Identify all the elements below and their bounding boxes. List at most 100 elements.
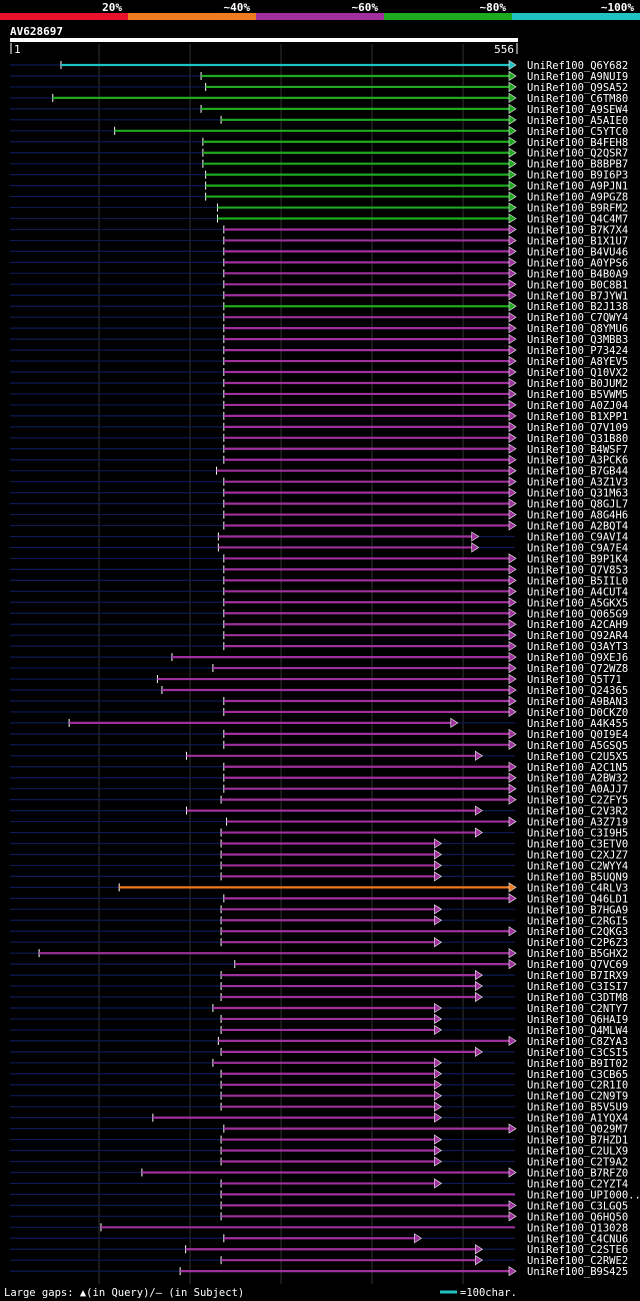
hit-label[interactable]: UniRef100_Q0I9E4 xyxy=(527,729,628,741)
hit-label[interactable]: UniRef100_A0YPS6 xyxy=(527,257,628,269)
hit-label[interactable]: UniRef100_B7K7X4 xyxy=(527,224,628,236)
hit-label[interactable]: UniRef100_C2RGI5 xyxy=(527,915,628,927)
hit-row[interactable]: UniRef100_B9I6P3 xyxy=(10,169,628,182)
hit-row[interactable]: UniRef100_UPI000.. xyxy=(10,1189,640,1201)
hit-label[interactable]: UniRef100_Q7V109 xyxy=(527,422,628,434)
hit-label[interactable]: UniRef100_B9IT02 xyxy=(527,1058,628,1070)
hit-row[interactable]: UniRef100_C3LGQ5 xyxy=(10,1200,628,1212)
hit-label[interactable]: UniRef100_A9PGZ8 xyxy=(527,192,628,204)
hit-row[interactable]: UniRef100_Q8YMU6 xyxy=(10,323,628,335)
hit-row[interactable]: UniRef100_C2STE6 xyxy=(10,1244,628,1256)
hit-label[interactable]: UniRef100_Q4C4M7 xyxy=(527,214,628,226)
hit-row[interactable]: UniRef100_C2U5X5 xyxy=(10,750,628,763)
hit-row[interactable]: UniRef100_A4K455 xyxy=(10,717,628,730)
hit-row[interactable]: UniRef100_P73424 xyxy=(10,344,628,357)
hit-row[interactable]: UniRef100_B0JUM2 xyxy=(10,377,628,390)
hit-label[interactable]: UniRef100_B9P1K4 xyxy=(527,553,628,565)
hit-row[interactable]: UniRef100_Q0I9E4 xyxy=(10,728,628,741)
hit-label[interactable]: UniRef100_Q7V853 xyxy=(527,564,628,576)
hit-label[interactable]: UniRef100_C3DTM8 xyxy=(527,992,628,1004)
hit-row[interactable]: UniRef100_C2YZT4 xyxy=(10,1178,628,1190)
hit-row[interactable]: UniRef100_A1YQX4 xyxy=(10,1112,628,1125)
hit-row[interactable]: UniRef100_B7JYW1 xyxy=(10,290,628,302)
hit-label[interactable]: UniRef100_A5GKX5 xyxy=(527,597,628,609)
hit-label[interactable]: UniRef100_Q065G9 xyxy=(527,608,628,620)
hit-row[interactable]: UniRef100_A2C1N5 xyxy=(10,761,628,774)
hit-label[interactable]: UniRef100_C9AVI4 xyxy=(527,531,628,543)
hit-row[interactable]: UniRef100_B7RFZ0 xyxy=(10,1167,628,1179)
hit-row[interactable]: UniRef100_C9AVI4 xyxy=(10,531,628,543)
hit-row[interactable]: UniRef100_B5UQN9 xyxy=(10,871,628,883)
hit-label[interactable]: UniRef100_C2N9T9 xyxy=(527,1091,628,1103)
hit-label[interactable]: UniRef100_Q92AR4 xyxy=(527,630,628,642)
hit-label[interactable]: UniRef100_Q6HAI9 xyxy=(527,1014,628,1026)
hit-row[interactable]: UniRef100_Q7VC69 xyxy=(10,958,628,971)
hit-label[interactable]: UniRef100_UPI000.. xyxy=(527,1189,640,1201)
hit-row[interactable]: UniRef100_Q7V109 xyxy=(10,421,628,434)
hit-label[interactable]: UniRef100_B5UQN9 xyxy=(527,871,628,883)
hit-row[interactable]: UniRef100_C2ZFY5 xyxy=(10,794,628,807)
hit-label[interactable]: UniRef100_Q8YMU6 xyxy=(527,323,628,335)
hit-label[interactable]: UniRef100_B0JUM2 xyxy=(527,378,628,390)
hit-row[interactable]: UniRef100_Q4C4M7 xyxy=(10,213,628,226)
hit-label[interactable]: UniRef100_C2QKG3 xyxy=(527,926,628,938)
hit-row[interactable]: UniRef100_Q13028 xyxy=(10,1222,628,1234)
hit-label[interactable]: UniRef100_C2ZFY5 xyxy=(527,795,628,807)
hit-row[interactable]: UniRef100_A2BW32 xyxy=(10,772,628,785)
hit-label[interactable]: UniRef100_Q9SA52 xyxy=(527,82,628,94)
hit-row[interactable]: UniRef100_C2QKG3 xyxy=(10,926,628,938)
hit-row[interactable]: UniRef100_B7IRX9 xyxy=(10,969,628,982)
hit-label[interactable]: UniRef100_Q2QSR7 xyxy=(527,148,628,160)
hit-row[interactable]: UniRef100_Q31M63 xyxy=(10,487,628,500)
hit-row[interactable]: UniRef100_B7HZD1 xyxy=(10,1134,628,1147)
hit-label[interactable]: UniRef100_A3Z1V3 xyxy=(527,477,628,489)
hit-row[interactable]: UniRef100_Q72WZ8 xyxy=(10,662,628,675)
hit-row[interactable]: UniRef100_Q4MLW4 xyxy=(10,1024,628,1037)
hit-label[interactable]: UniRef100_B9I6P3 xyxy=(527,170,628,182)
hit-label[interactable]: UniRef100_C3ETV0 xyxy=(527,839,628,851)
hit-row[interactable]: UniRef100_Q92AR4 xyxy=(10,630,628,642)
hit-label[interactable]: UniRef100_A0AJJ7 xyxy=(527,784,628,796)
hit-label[interactable]: UniRef100_Q5T71 xyxy=(527,674,622,686)
hit-label[interactable]: UniRef100_B9RFM2 xyxy=(527,203,628,215)
hit-label[interactable]: UniRef100_B5IIL0 xyxy=(527,575,628,587)
hit-label[interactable]: UniRef100_B4FEH8 xyxy=(527,137,628,149)
hit-label[interactable]: UniRef100_A3PCK6 xyxy=(527,455,628,467)
hit-row[interactable]: UniRef100_Q9SA52 xyxy=(10,81,628,94)
hit-row[interactable]: UniRef100_Q9XEJ6 xyxy=(10,651,628,664)
hit-row[interactable]: UniRef100_A5AIE0 xyxy=(10,114,628,127)
hit-row[interactable]: UniRef100_B8BPB7 xyxy=(10,158,628,171)
hit-row[interactable]: UniRef100_A0ZJ04 xyxy=(10,399,628,412)
hit-label[interactable]: UniRef100_B1X1U7 xyxy=(527,235,628,247)
hit-label[interactable]: UniRef100_A8YEV5 xyxy=(527,356,628,368)
hit-label[interactable]: UniRef100_B7GB44 xyxy=(527,466,628,478)
hit-label[interactable]: UniRef100_C2WYY4 xyxy=(527,860,628,872)
hit-label[interactable]: UniRef100_C2RWE2 xyxy=(527,1255,628,1267)
hit-row[interactable]: UniRef100_C2NTY7 xyxy=(10,1002,628,1015)
hit-row[interactable]: UniRef100_B5V5U9 xyxy=(10,1101,628,1114)
hit-row[interactable]: UniRef100_A0AJJ7 xyxy=(10,783,628,796)
hit-row[interactable]: UniRef100_C2P6Z3 xyxy=(10,937,628,949)
hit-row[interactable]: UniRef100_C2R1I0 xyxy=(10,1079,628,1092)
hit-label[interactable]: UniRef100_C2U5X5 xyxy=(527,751,628,763)
hit-row[interactable]: UniRef100_A0YPS6 xyxy=(10,257,628,269)
hit-label[interactable]: UniRef100_Q31M63 xyxy=(527,488,628,500)
hit-label[interactable]: UniRef100_C3I9H5 xyxy=(527,828,628,840)
hit-row[interactable]: UniRef100_C2XJZ7 xyxy=(10,849,628,861)
hit-label[interactable]: UniRef100_C2R1I0 xyxy=(527,1080,628,1092)
hit-label[interactable]: UniRef100_A2CAH9 xyxy=(527,619,628,631)
hit-row[interactable]: UniRef100_Q5T71 xyxy=(10,673,622,686)
hit-row[interactable]: UniRef100_B9RFM2 xyxy=(10,202,628,215)
hit-row[interactable]: UniRef100_A2CAH9 xyxy=(10,619,628,631)
hit-label[interactable]: UniRef100_A2C1N5 xyxy=(527,762,628,774)
hit-label[interactable]: UniRef100_C2YZT4 xyxy=(527,1178,628,1190)
hit-row[interactable]: UniRef100_C8ZYA3 xyxy=(10,1035,628,1048)
hit-label[interactable]: UniRef100_C4RLV3 xyxy=(527,882,628,894)
hit-label[interactable]: UniRef100_Q029M7 xyxy=(527,1124,628,1136)
hit-row[interactable]: UniRef100_B4VU46 xyxy=(10,246,628,258)
hit-label[interactable]: UniRef100_C5YTC0 xyxy=(527,126,628,138)
hit-label[interactable]: UniRef100_Q46LD1 xyxy=(527,893,628,905)
hit-row[interactable]: UniRef100_B7HGA9 xyxy=(10,904,628,916)
hit-row[interactable]: UniRef100_C2V3R2 xyxy=(10,805,628,818)
hit-row[interactable]: UniRef100_C2T9A2 xyxy=(10,1156,628,1169)
